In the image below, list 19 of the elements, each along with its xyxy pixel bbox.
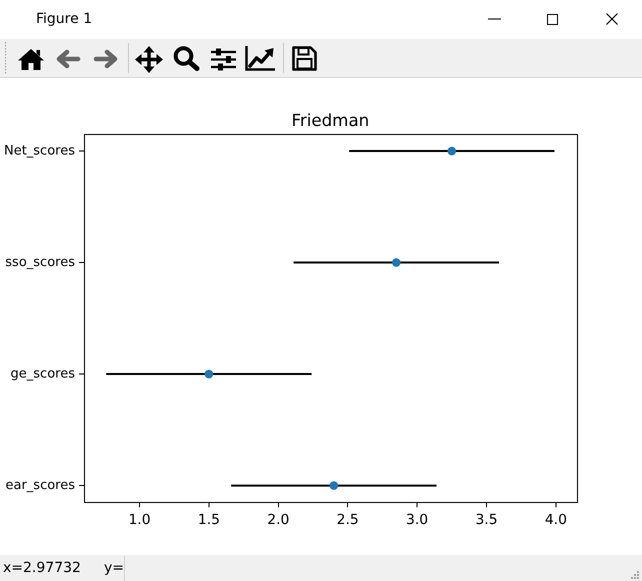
chart-title: Friedman: [291, 110, 370, 130]
text: x=2.97732: [3, 559, 81, 577]
point: [392, 258, 401, 267]
point: [447, 146, 456, 156]
point: [330, 481, 338, 490]
x-tick-label: 3.0: [406, 512, 428, 528]
y-tick-label: Net_scores: [4, 143, 76, 158]
x-tick-label: 1.5: [198, 512, 220, 528]
text: y=: [104, 559, 124, 577]
x-tick-label: 1.0: [128, 512, 151, 528]
y-tick-label: ge_scores: [10, 366, 76, 382]
caption: Figure 1: [36, 10, 92, 28]
x-tick-label: 2.5: [336, 512, 359, 528]
point: [204, 370, 214, 378]
x-tick-label: 4.0: [544, 512, 567, 528]
x-tick-label: 3.5: [475, 512, 498, 528]
y-tick-label: sso_scores: [5, 254, 76, 270]
y-tick-label: ear_scores: [5, 478, 76, 493]
x-tick-label: 2.0: [267, 512, 290, 528]
